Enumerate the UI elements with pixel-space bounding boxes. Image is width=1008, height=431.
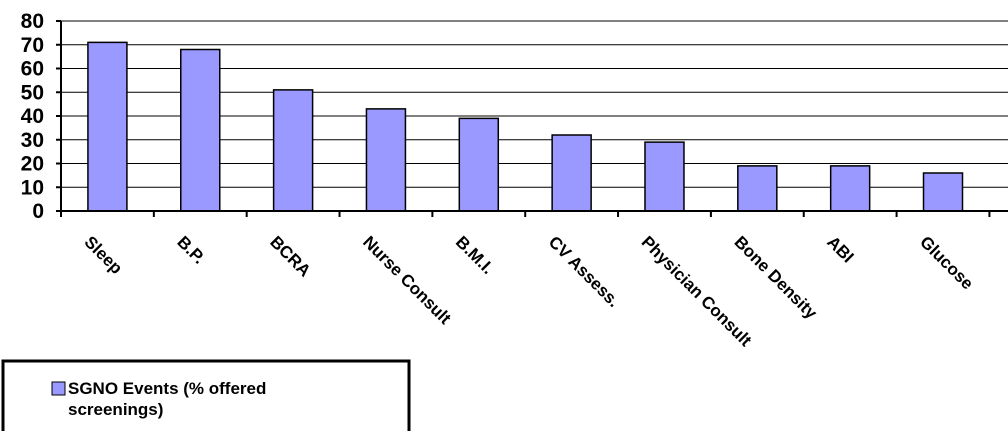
- y-tick-label: 40: [21, 105, 44, 128]
- x-tick-label: Bone Density: [730, 232, 821, 323]
- bar: [551, 134, 592, 212]
- bars: [60, 41, 991, 217]
- y-tick-label: 0: [32, 200, 44, 223]
- legend-swatch: [51, 381, 66, 396]
- y-tick-label: 70: [21, 34, 44, 57]
- y-tick-label: 10: [21, 176, 44, 199]
- bar: [644, 141, 685, 212]
- y-tick-label: 80: [21, 10, 44, 33]
- bar: [922, 172, 964, 212]
- x-tick-label: Nurse Consult: [359, 232, 455, 328]
- x-tick-label: CV Assess.: [545, 232, 623, 310]
- x-tick-label: B.P.: [173, 232, 208, 267]
- x-tick-label: B.M.I.: [452, 232, 497, 277]
- x-tick-label: Glucose: [916, 232, 977, 293]
- legend-label-line1: SGNO Events (% offered: [68, 379, 266, 398]
- x-tick-label: BCRA: [266, 232, 314, 280]
- y-tick-label: 60: [21, 58, 44, 81]
- legend-box: [1, 359, 411, 431]
- x-tick-label: ABI: [823, 232, 857, 266]
- bar: [87, 41, 128, 212]
- axes: [60, 21, 1008, 212]
- y-tick-label: 20: [21, 153, 44, 176]
- bar: [180, 48, 221, 212]
- legend-label-line2: screenings): [68, 400, 163, 419]
- bar: [829, 165, 871, 212]
- legend: SGNO Events (% offered screenings): [1, 359, 411, 431]
- bar: [458, 117, 500, 212]
- y-tick-label: 30: [21, 129, 44, 152]
- bar: [737, 165, 778, 212]
- bar: [272, 89, 314, 212]
- x-tick-label: Sleep: [81, 232, 127, 278]
- bar: [365, 108, 407, 212]
- y-tick-label: 50: [21, 81, 44, 104]
